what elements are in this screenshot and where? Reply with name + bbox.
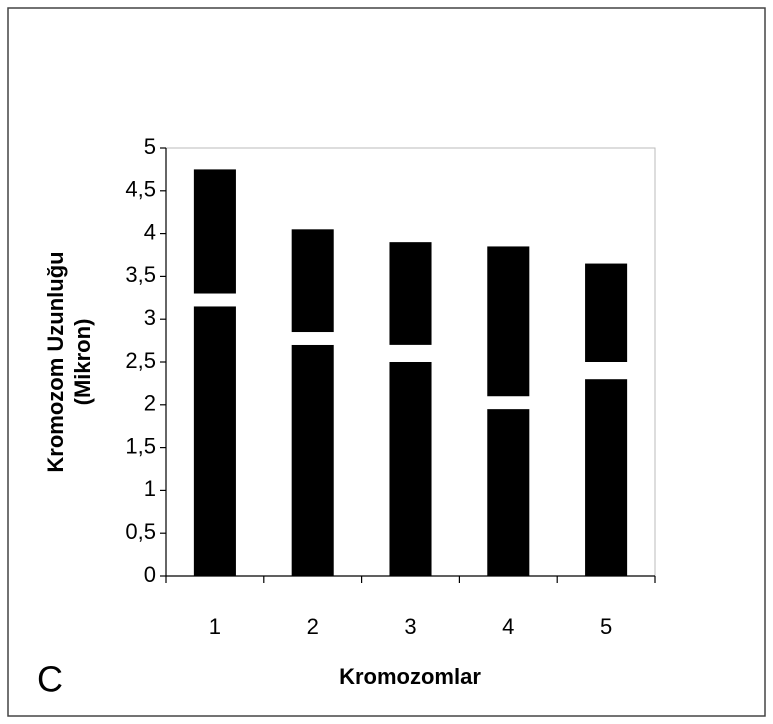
x-tick-label: 3 [404,614,416,639]
x-axis-label: Kromozomlar [339,664,481,689]
bar-segment [487,409,530,576]
y-axis-label: (Mikron) [70,319,95,406]
frame [7,7,766,717]
y-tick-label: 3 [144,305,156,330]
bar-segment [193,306,236,576]
y-tick-label: 1,5 [125,433,156,458]
y-tick-label: 0,5 [125,519,156,544]
y-tick-label: 2,5 [125,348,156,373]
y-tick-label: 1 [144,476,156,501]
bar-segment [291,344,334,576]
bar-segment [291,332,334,345]
panel-letter: C [37,659,63,700]
bar-segment [193,293,236,307]
bar-segment [389,242,432,345]
y-axis-label: Kromozom Uzunluğu [43,251,68,472]
y-tick-label: 0 [144,562,156,587]
bar-segment [487,246,530,397]
y-tick-label: 4 [144,219,156,244]
y-tick-label: 4,5 [125,177,156,202]
y-tick-label: 3,5 [125,262,156,287]
bar-segment [585,379,628,576]
y-tick-label: 2 [144,391,156,416]
y-tick-label: 5 [144,134,156,159]
x-tick-label: 5 [600,614,612,639]
x-tick-label: 1 [209,614,221,639]
bar-segment [585,263,628,362]
bar-segment [389,344,432,362]
bar-segment [389,362,432,576]
bar-segment [193,169,236,294]
bar-segment [585,362,628,380]
bar-segment [487,396,530,410]
x-tick-label: 2 [307,614,319,639]
bar-segment [291,229,334,333]
x-tick-label: 4 [502,614,514,639]
